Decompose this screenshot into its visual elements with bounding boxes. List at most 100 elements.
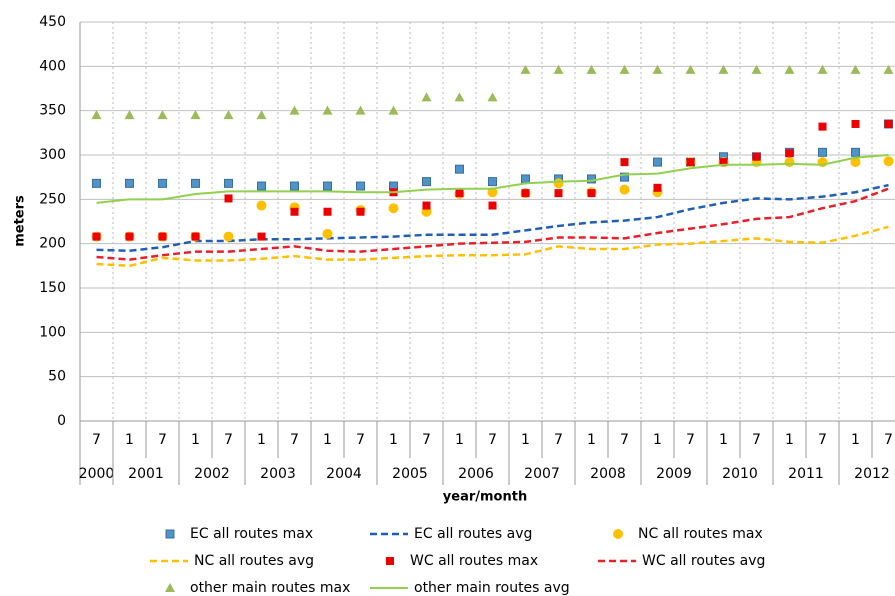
- x-tick-label: 7: [92, 432, 101, 448]
- x-tick-label: 1: [125, 432, 134, 448]
- y-tick-label: 0: [57, 413, 66, 429]
- marker: [125, 178, 134, 188]
- legend-label: WC all routes max: [410, 553, 538, 569]
- marker: [553, 178, 564, 189]
- marker: [355, 105, 366, 115]
- x-tick-label: 1: [323, 432, 332, 448]
- marker: [521, 189, 530, 198]
- marker: [752, 152, 761, 161]
- legend-label: EC all routes avg: [414, 526, 532, 542]
- marker: [422, 201, 431, 210]
- year-label: 2005: [392, 466, 428, 482]
- year-label: 2010: [722, 466, 758, 482]
- x-tick-label: 7: [224, 432, 233, 448]
- marker: [422, 177, 431, 187]
- x-axis-label: year/month: [443, 490, 527, 505]
- x-tick-label: 7: [620, 432, 629, 448]
- y-tick-label: 450: [39, 14, 66, 30]
- year-label: 2001: [128, 466, 164, 482]
- marker: [554, 189, 563, 198]
- marker: [91, 110, 102, 120]
- year-label: 2006: [458, 466, 494, 482]
- marker: [686, 158, 695, 167]
- y-tick-label: 200: [39, 236, 66, 252]
- marker: [421, 92, 432, 102]
- marker: [125, 232, 134, 241]
- y-axis-label: meters: [13, 195, 28, 247]
- legend-label: other main routes max: [190, 580, 350, 596]
- marker: [356, 181, 365, 191]
- year-label: 2011: [788, 466, 824, 482]
- x-tick-label: 7: [422, 432, 431, 448]
- legend-label: NC all routes max: [638, 526, 763, 542]
- marker: [850, 64, 861, 74]
- year-label: 2000: [79, 466, 115, 482]
- y-tick-label: 300: [39, 147, 66, 163]
- marker: [586, 64, 597, 74]
- marker: [883, 156, 894, 167]
- x-tick-label: 1: [257, 432, 266, 448]
- marker: [256, 110, 267, 120]
- marker: [289, 105, 300, 115]
- x-tick-label: 1: [587, 432, 596, 448]
- legend-marker: [165, 529, 175, 539]
- marker: [883, 64, 894, 74]
- marker: [92, 232, 101, 241]
- marker: [487, 187, 498, 198]
- marker: [191, 232, 200, 241]
- series-line: [96, 187, 889, 261]
- year-label: 2002: [194, 466, 230, 482]
- marker: [685, 64, 696, 74]
- marker: [157, 110, 168, 120]
- series-line: [96, 225, 889, 268]
- marker: [323, 181, 332, 191]
- marker: [818, 122, 827, 131]
- marker: [851, 119, 860, 128]
- y-tick-label: 50: [48, 369, 66, 385]
- marker: [851, 147, 860, 157]
- x-tick-label: 1: [785, 432, 794, 448]
- year-label: 2009: [656, 466, 692, 482]
- x-tick-label: 1: [191, 432, 200, 448]
- marker: [719, 158, 728, 167]
- year-label: 2007: [524, 466, 560, 482]
- x-tick-label: 7: [290, 432, 299, 448]
- marker: [653, 183, 662, 192]
- x-tick-label: 7: [752, 432, 761, 448]
- x-tick-label: 7: [356, 432, 365, 448]
- marker: [620, 172, 629, 182]
- marker: [257, 232, 266, 241]
- marker: [92, 178, 101, 188]
- x-tick-label: 1: [389, 432, 398, 448]
- marker: [454, 92, 465, 102]
- x-tick-label: 1: [851, 432, 860, 448]
- marker: [356, 207, 365, 216]
- series-line: [96, 154, 889, 204]
- marker: [487, 92, 498, 102]
- x-tick-label: 1: [719, 432, 728, 448]
- marker: [553, 64, 564, 74]
- marker: [718, 64, 729, 74]
- legend-marker: [613, 529, 623, 539]
- marker: [290, 181, 299, 191]
- marker: [323, 207, 332, 216]
- marker: [587, 174, 596, 184]
- marker: [619, 184, 630, 195]
- y-tick-label: 250: [39, 191, 66, 207]
- marker: [785, 149, 794, 158]
- marker: [158, 178, 167, 188]
- marker: [224, 194, 233, 203]
- year-label: 2003: [260, 466, 296, 482]
- legend-label: WC all routes avg: [642, 553, 765, 569]
- marker: [653, 157, 662, 167]
- marker: [257, 181, 266, 191]
- legend-label: EC all routes max: [190, 526, 313, 542]
- x-tick-label: 7: [818, 432, 827, 448]
- marker: [784, 64, 795, 74]
- marker: [619, 64, 630, 74]
- marker: [191, 178, 200, 188]
- x-tick-label: 1: [455, 432, 464, 448]
- marker: [620, 158, 629, 167]
- marker: [124, 110, 135, 120]
